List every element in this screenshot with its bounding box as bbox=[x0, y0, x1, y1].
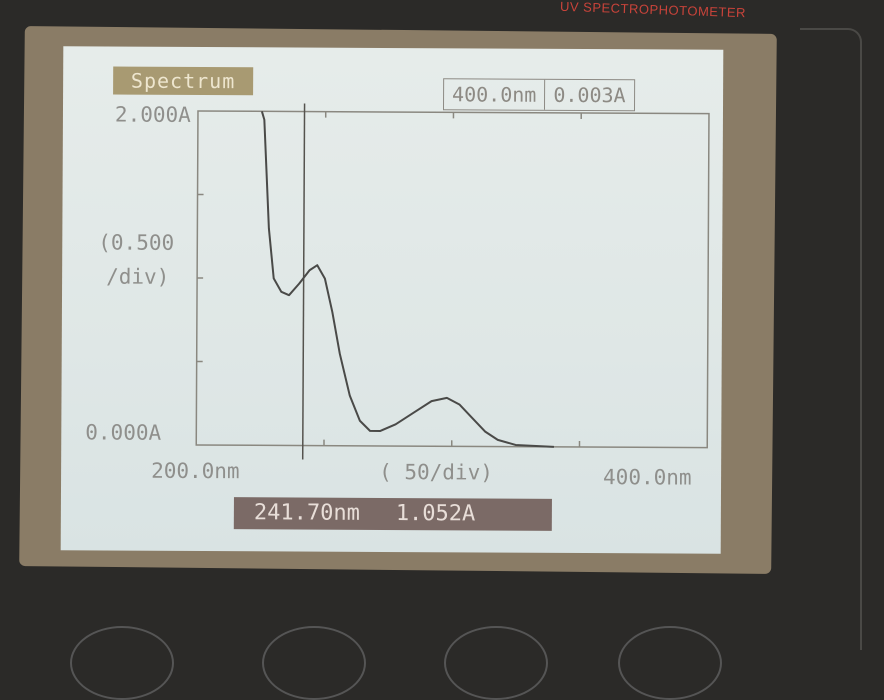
cursor-absorbance: 1.052A bbox=[396, 498, 476, 530]
device-brand-label: UV SPECTROPHOTOMETER bbox=[560, 0, 746, 20]
spectrum-plot bbox=[61, 46, 724, 553]
device-button-3[interactable] bbox=[444, 626, 548, 700]
device-button-4[interactable] bbox=[618, 626, 722, 700]
lcd-screen: Spectrum 400.0nm 0.003A 2.000A (0.500 /d… bbox=[61, 46, 724, 553]
device-button-2[interactable] bbox=[262, 626, 366, 700]
bezel-edge bbox=[800, 28, 862, 650]
cursor-wavelength: 241.70nm bbox=[254, 497, 360, 530]
cursor-line bbox=[303, 104, 305, 460]
cursor-readout: 241.70nm 1.052A bbox=[234, 497, 552, 531]
device-button-1[interactable] bbox=[70, 626, 174, 700]
